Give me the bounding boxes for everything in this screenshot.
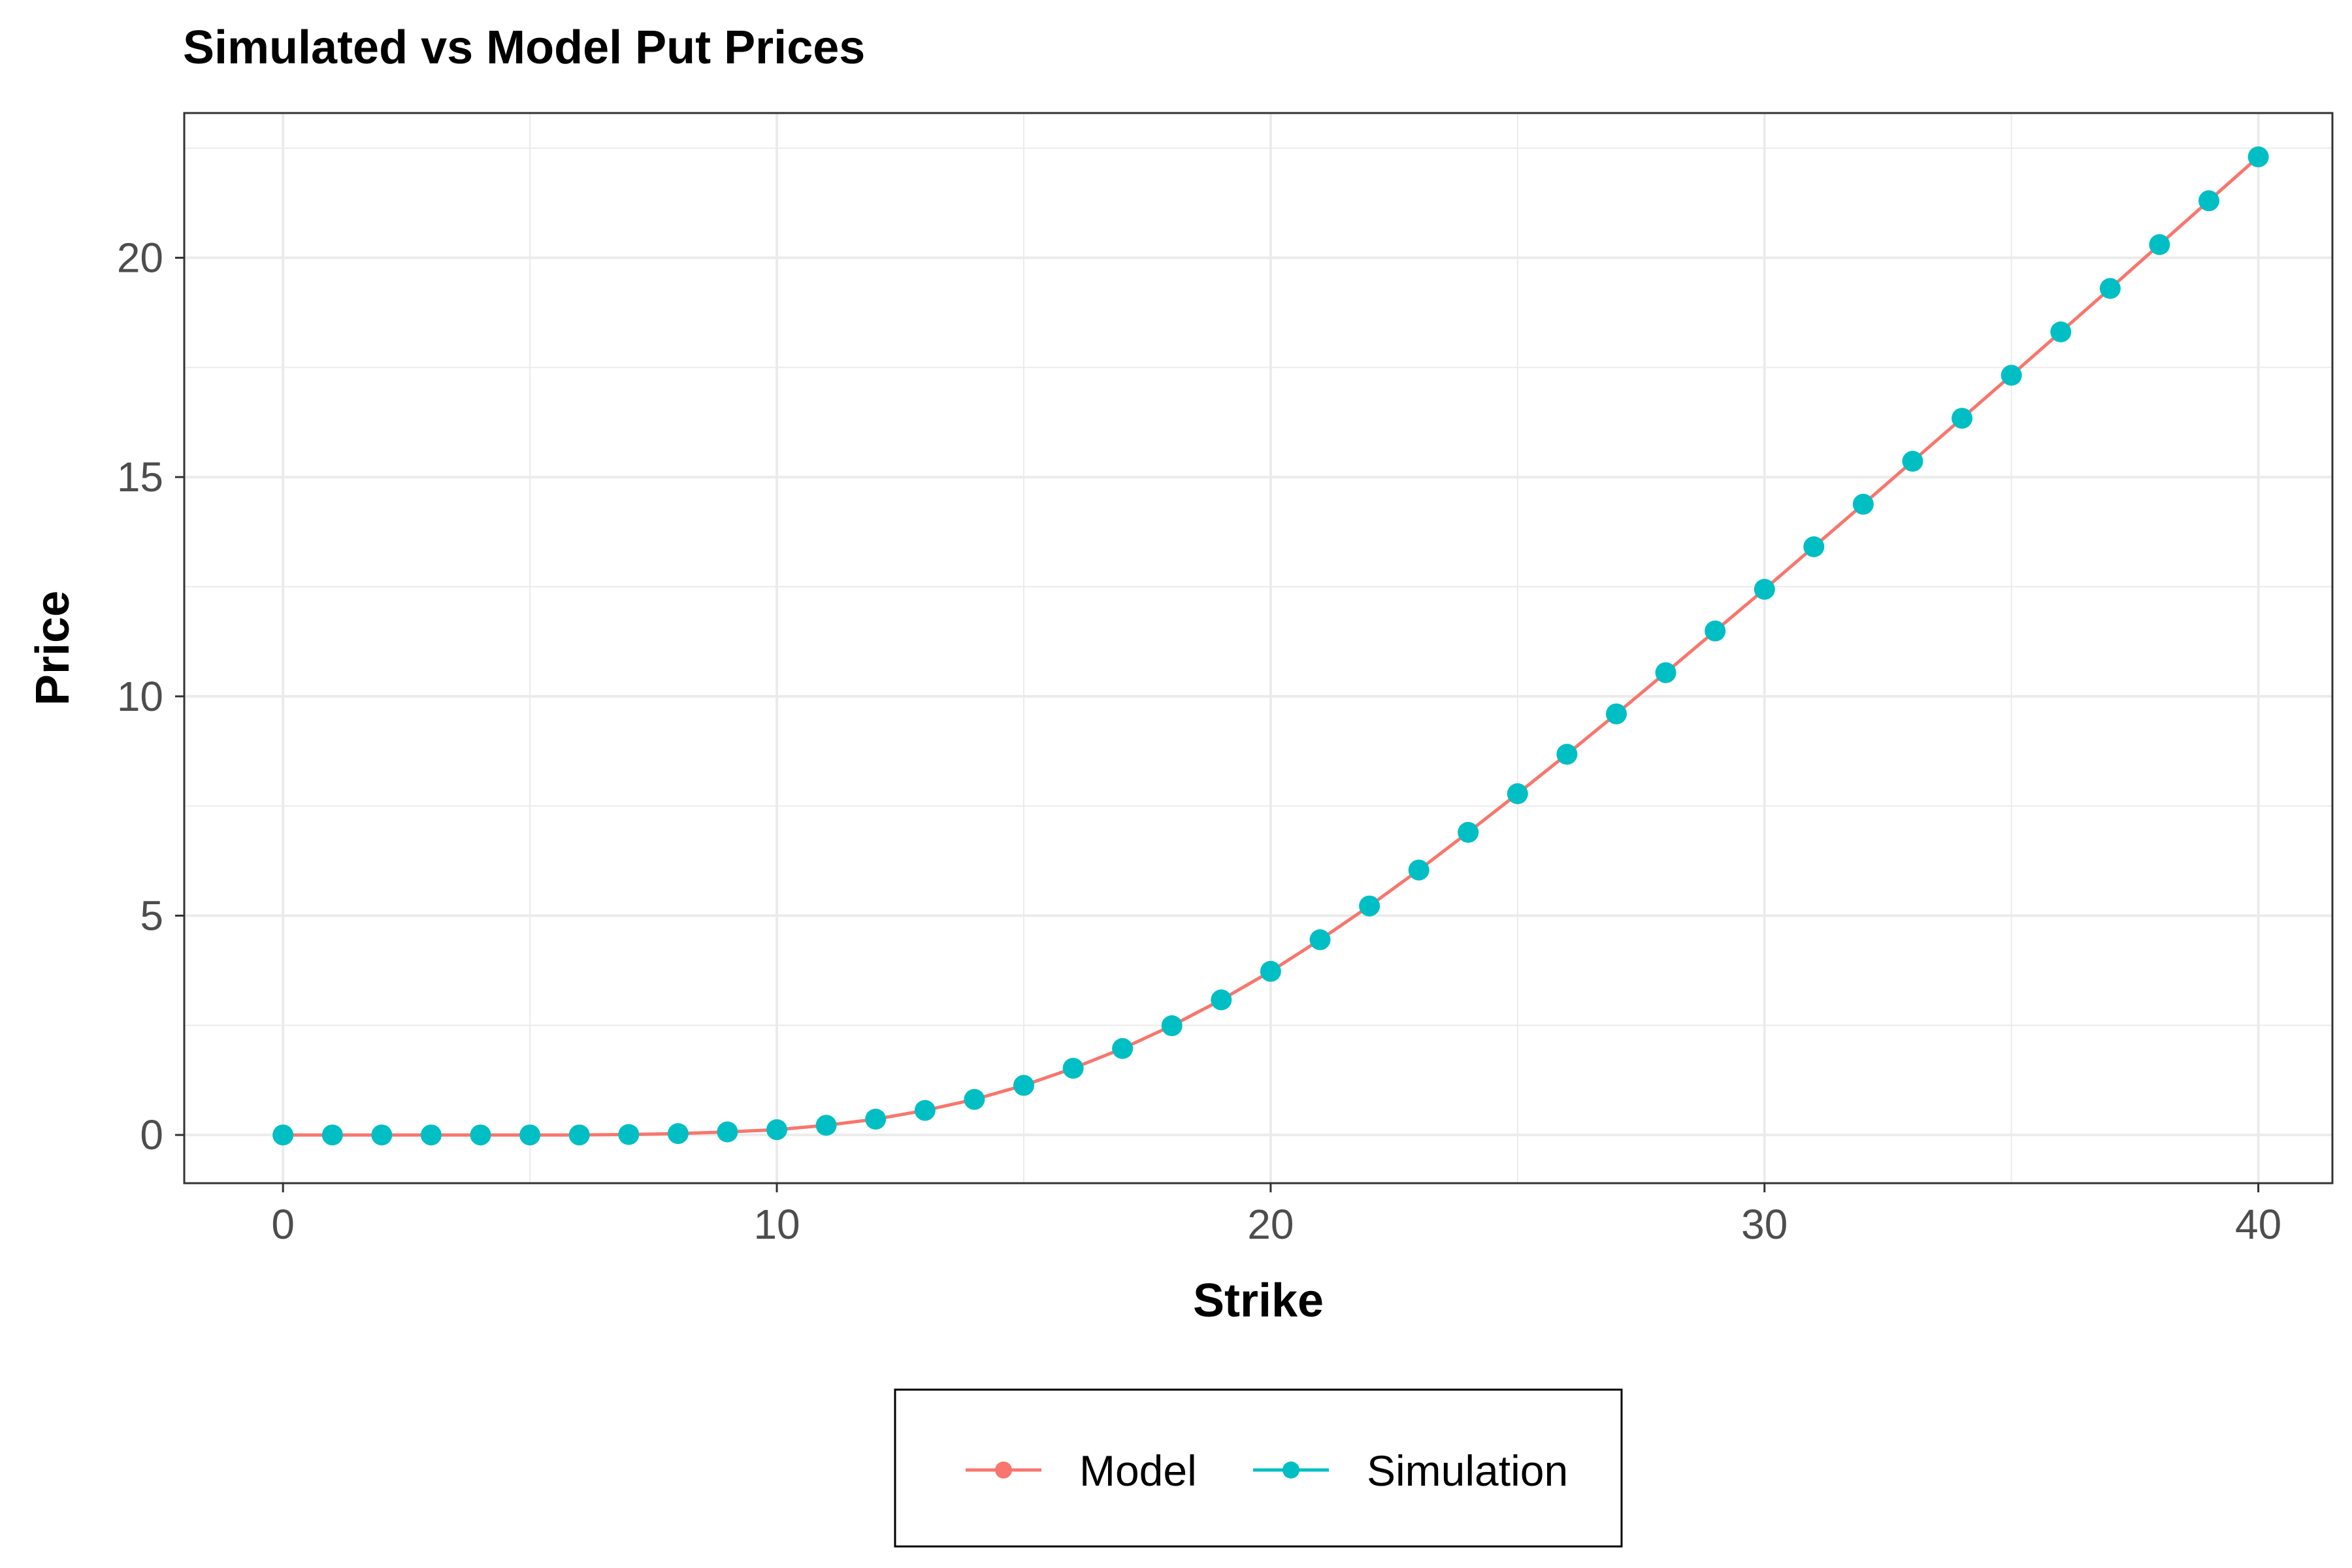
data-point-simulation xyxy=(2198,190,2219,212)
series-layer xyxy=(272,146,2269,1146)
data-point-simulation xyxy=(1902,451,1923,472)
data-point-simulation xyxy=(1606,703,1627,725)
data-point-simulation xyxy=(1359,895,1380,917)
x-tick-label: 20 xyxy=(1247,1201,1294,1248)
data-point-simulation xyxy=(717,1121,738,1143)
y-tick-label: 10 xyxy=(117,673,163,720)
chart-title: Simulated vs Model Put Prices xyxy=(183,22,865,74)
data-point-simulation xyxy=(1062,1058,1084,1079)
data-point-simulation xyxy=(1161,1015,1183,1036)
y-tick-label: 0 xyxy=(140,1111,163,1158)
x-tick-label: 40 xyxy=(2235,1201,2281,1248)
data-point-simulation xyxy=(1458,822,1479,843)
data-point-simulation xyxy=(1803,536,1825,557)
data-point-simulation xyxy=(1705,620,1726,642)
plot-border xyxy=(183,112,2334,1184)
plot-area xyxy=(183,112,2334,1184)
data-point-simulation xyxy=(321,1124,343,1146)
data-point-simulation xyxy=(1309,929,1331,951)
legend-key-simulation-point xyxy=(1282,1462,1299,1478)
data-point-simulation xyxy=(914,1100,936,1121)
legend-label-model: Model xyxy=(1079,1446,1197,1495)
data-point-simulation xyxy=(964,1088,985,1110)
data-point-simulation xyxy=(568,1124,590,1146)
legend-box xyxy=(894,1388,1623,1548)
legend-label-simulation: Simulation xyxy=(1367,1446,1568,1495)
data-point-simulation xyxy=(618,1124,640,1145)
plot-panel xyxy=(184,113,2332,1183)
data-point-simulation xyxy=(1408,859,1429,881)
data-point-simulation xyxy=(865,1109,887,1130)
data-point-simulation xyxy=(1754,579,1775,600)
x-axis-title: Strike xyxy=(1193,1275,1324,1327)
data-point-simulation xyxy=(1655,662,1676,683)
y-tick-label: 5 xyxy=(140,892,163,939)
data-point-simulation xyxy=(815,1115,837,1136)
legend-item-simulation: Simulation xyxy=(1253,1446,1568,1495)
data-point-simulation xyxy=(272,1124,294,1146)
data-point-simulation xyxy=(519,1124,541,1146)
x-tick-label: 0 xyxy=(271,1201,295,1248)
legend-key-model-point xyxy=(995,1462,1012,1478)
data-point-simulation xyxy=(1211,989,1232,1011)
data-point-simulation xyxy=(2247,146,2269,168)
data-point-simulation xyxy=(1852,493,1874,515)
grid-major xyxy=(184,113,2332,1183)
data-point-simulation xyxy=(1260,960,1281,982)
y-axis: 0 5 10 15 20 xyxy=(117,235,184,1158)
data-point-simulation xyxy=(470,1124,491,1146)
data-point-simulation xyxy=(2149,234,2170,255)
data-point-simulation xyxy=(667,1123,689,1145)
data-point-simulation xyxy=(420,1124,442,1146)
data-point-simulation xyxy=(1556,743,1578,765)
y-tick-label: 15 xyxy=(117,453,163,500)
data-point-simulation xyxy=(2099,278,2121,299)
legend-item-model: Model xyxy=(966,1446,1197,1495)
grid-minor xyxy=(184,113,2332,1183)
data-point-simulation xyxy=(371,1124,393,1146)
y-tick-label: 20 xyxy=(117,235,163,282)
data-point-simulation xyxy=(1112,1037,1134,1059)
data-point-simulation xyxy=(1952,408,1973,429)
x-tick-label: 10 xyxy=(753,1201,800,1248)
x-axis: 0 10 20 30 40 xyxy=(271,1183,2281,1248)
x-tick-label: 30 xyxy=(1741,1201,1788,1248)
data-point-simulation xyxy=(2001,365,2022,386)
y-axis-title: Price xyxy=(27,591,79,706)
data-point-simulation xyxy=(766,1119,787,1141)
data-point-simulation xyxy=(2050,321,2072,342)
data-point-simulation xyxy=(1013,1075,1034,1096)
legend: Model Simulation xyxy=(894,1388,1623,1548)
data-point-simulation xyxy=(1507,783,1528,804)
